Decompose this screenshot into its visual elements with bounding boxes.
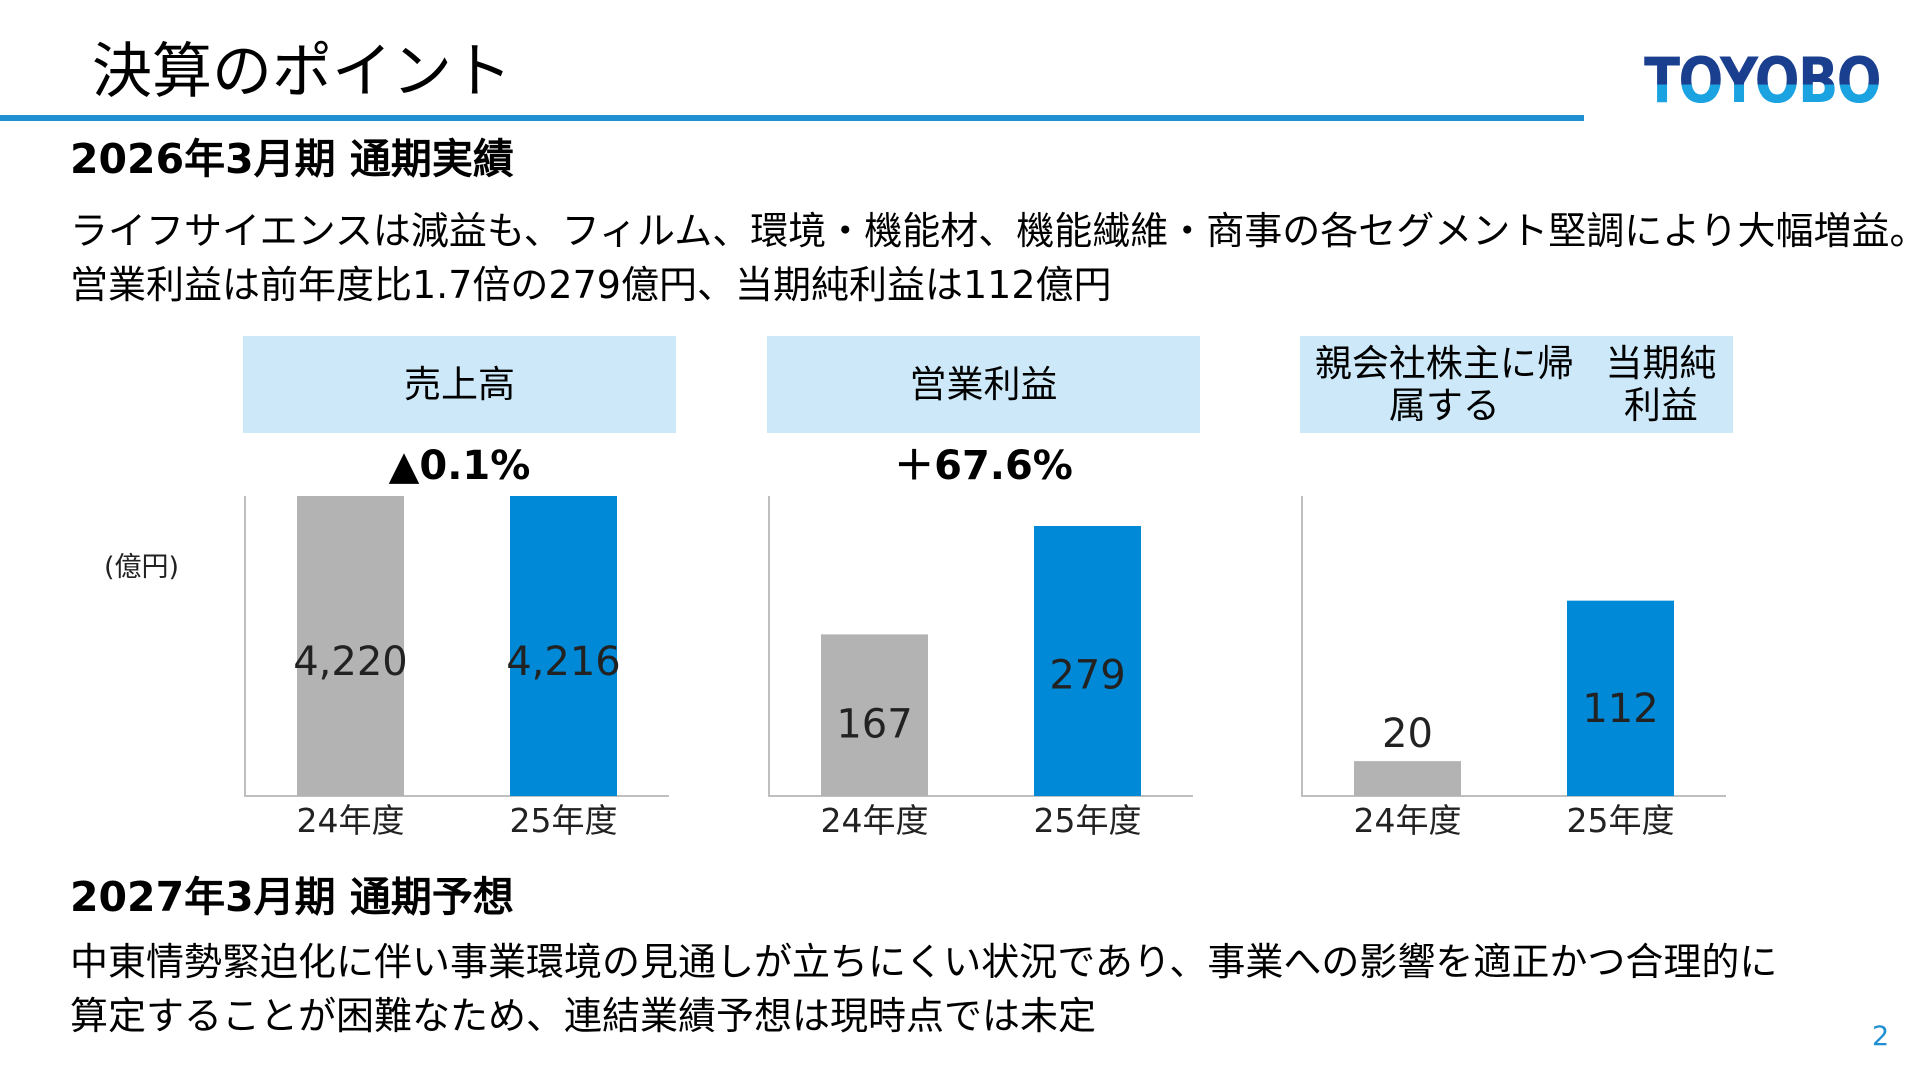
chart-plot: 167 24年度 279 25年度 xyxy=(768,496,1193,840)
results-line-1: ライフサイエンスは減益も、フィルム、環境・機能材、機能繊維・商事の各セグメント堅… xyxy=(70,209,1920,253)
results-summary: ライフサイエンスは減益も、フィルム、環境・機能材、機能繊維・商事の各セグメント堅… xyxy=(70,204,1920,312)
page-number: 2 xyxy=(1872,1021,1890,1052)
bar-25年度 xyxy=(1034,526,1141,796)
chart-title: 売上高 xyxy=(243,336,676,433)
chart-net-income: 親会社株主に帰属する 当期純利益 20 24年度 112 25年度 xyxy=(1300,336,1740,856)
category-label: 25年度 xyxy=(1567,801,1675,840)
page-title: 決算のポイント xyxy=(92,37,512,107)
svg-text:TOYOBO: TOYOBO xyxy=(1644,44,1880,117)
bar-25年度 xyxy=(1567,600,1674,796)
forecast-line-1: 中東情勢緊迫化に伴い事業環境の見通しが立ちにくい状況であり、事業への影響を適正か… xyxy=(70,940,1778,984)
title-underline xyxy=(0,115,1584,121)
results-line-2: 営業利益は前年度比1.7倍の279億円、当期純利益は112億円 xyxy=(70,263,1112,307)
chart-operating-profit: 営業利益 ＋67.6% 167 24年度 279 25年度 xyxy=(767,336,1207,856)
results-heading: 2026年3月期 通期実績 xyxy=(70,135,514,183)
forecast-heading: 2027年3月期 通期予想 xyxy=(70,873,514,921)
bar-25年度 xyxy=(510,496,617,796)
chart-plot: 20 24年度 112 25年度 xyxy=(1301,496,1726,840)
bar-value-label: 4,220 xyxy=(293,639,408,685)
toyobo-logo: TOYOBO xyxy=(1644,44,1882,117)
bar-value-label: 4,216 xyxy=(506,639,621,685)
category-label: 24年度 xyxy=(1354,801,1462,840)
category-label: 24年度 xyxy=(297,801,405,840)
chart-change: ▲0.1% xyxy=(388,443,531,489)
bar-value-label: 167 xyxy=(836,701,912,747)
unit-label: (億円) xyxy=(104,552,180,583)
forecast-summary: 中東情勢緊迫化に伴い事業環境の見通しが立ちにくい状況であり、事業への影響を適正か… xyxy=(70,935,1777,1043)
category-label: 24年度 xyxy=(821,801,929,840)
bar-24年度 xyxy=(297,496,404,796)
chart-title: 親会社株主に帰属する 当期純利益 xyxy=(1300,336,1733,433)
bar-24年度 xyxy=(1354,761,1461,796)
forecast-line-2: 算定することが困難なため、連結業績予想は現時点では未定 xyxy=(70,994,1097,1038)
category-label: 25年度 xyxy=(510,801,618,840)
bar-value-label: 112 xyxy=(1582,686,1658,732)
bar-value-label: 20 xyxy=(1382,711,1433,757)
chart-plot: 4,220 24年度 4,216 25年度 xyxy=(244,496,669,840)
chart-net-sales: 売上高 ▲0.1% 4,220 24年度 4,216 25年度 xyxy=(243,336,683,856)
bar-value-label: 279 xyxy=(1049,653,1125,699)
chart-change: ＋67.6% xyxy=(894,443,1073,489)
bar-24年度 xyxy=(821,634,928,796)
chart-title: 営業利益 xyxy=(767,336,1200,433)
category-label: 25年度 xyxy=(1034,801,1142,840)
